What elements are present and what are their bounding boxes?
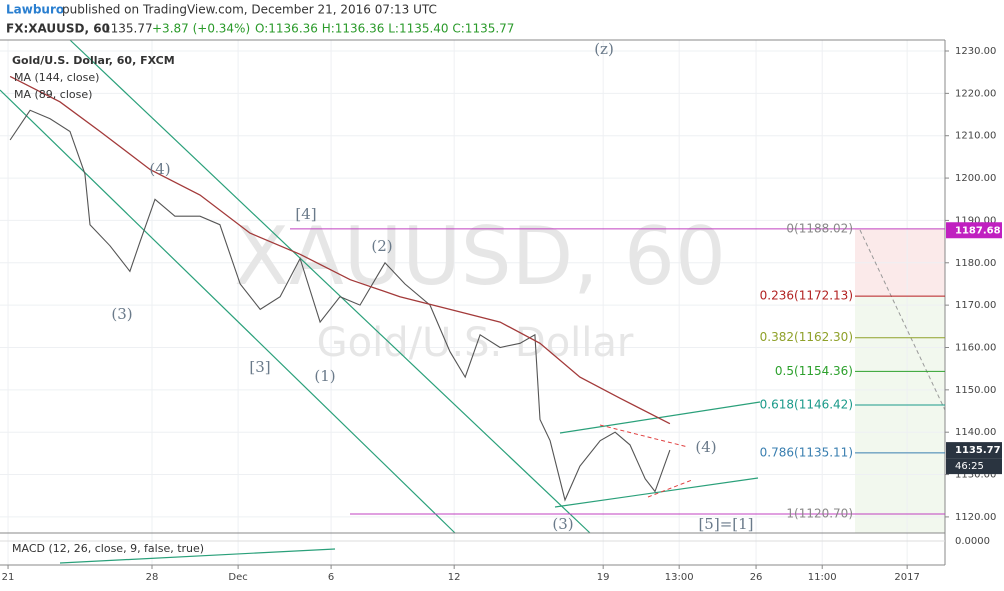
y-tick-label: 1120.00 — [955, 512, 996, 523]
grid — [0, 40, 945, 565]
fib-label: 0.5(1154.36) — [775, 364, 853, 378]
wave-label: (4) — [149, 160, 170, 178]
chart-title: Gold/U.S. Dollar, 60, FXCM — [12, 54, 175, 67]
countdown-box — [946, 458, 1002, 475]
series-line — [9, 75, 671, 425]
wave-label: [5]=[1] — [698, 515, 753, 533]
change: +3.87 (+0.34%) — [152, 22, 250, 36]
wave-label: (2) — [371, 237, 392, 255]
x-tick-label: 19 — [597, 572, 610, 583]
macd-title: MACD (12, 26, close, 9, false, true) — [12, 542, 204, 555]
author[interactable]: Lawburo — [6, 3, 64, 17]
watermark: XAUUSD, 60 — [234, 210, 726, 303]
price-label: 1187.68 — [955, 225, 1001, 236]
y-tick-label: 1140.00 — [955, 427, 996, 438]
y-tick-label: 1210.00 — [955, 131, 996, 142]
x-tick-label: 26 — [750, 572, 763, 583]
published: published on TradingView.com, December 2… — [62, 3, 437, 17]
y-tick-label: 1160.00 — [955, 342, 996, 353]
y-tick-label: 1150.00 — [955, 385, 996, 396]
wave-label: [4] — [295, 205, 316, 223]
last: 1135.77 — [103, 22, 153, 36]
wave-label: (1) — [314, 367, 335, 385]
symbol: FX:XAUUSD, 60 — [6, 22, 110, 36]
wave-label: (4) — [695, 438, 716, 456]
wave-label: (3) — [552, 515, 573, 533]
macd-zero-label: 0.0000 — [955, 536, 990, 547]
y-tick-label: 1200.00 — [955, 173, 996, 184]
countdown: 46:25 — [955, 461, 984, 472]
fib-label: 1(1120.70) — [786, 506, 853, 520]
price-label: 1135.77 — [955, 445, 1001, 456]
x-tick-label: 12 — [448, 572, 461, 583]
x-tick-label: 11:00 — [808, 572, 837, 583]
y-tick-label: 1180.00 — [955, 258, 996, 269]
wave-label: (z) — [594, 40, 614, 58]
x-tick-label: 28 — [146, 572, 159, 583]
y-tick-label: 1220.00 — [955, 88, 996, 99]
projection — [859, 229, 946, 411]
y-tick-label: 1190.00 — [955, 215, 996, 226]
series-line — [9, 109, 671, 502]
y-tick-label: 1130.00 — [955, 470, 996, 481]
watermark-sub: Gold/U.S. Dollar — [317, 320, 634, 366]
ohlc: O:1136.36 H:1136.36 L:1135.40 C:1135.77 — [255, 22, 514, 36]
x-tick-label: 6 — [328, 572, 334, 583]
channel — [0, 39, 761, 564]
fib-label: 0.236(1172.13) — [760, 289, 853, 303]
price-box — [946, 222, 1002, 239]
x-tick-label: 2017 — [894, 572, 919, 583]
wave-label: [3] — [249, 358, 270, 376]
price-box — [946, 442, 1002, 459]
fib-zone — [855, 297, 945, 533]
fib-label: 0.618(1146.42) — [760, 398, 853, 412]
y-tick-label: 1230.00 — [955, 46, 996, 57]
wave-lines — [599, 424, 693, 498]
y-tick-label: 1170.00 — [955, 300, 996, 311]
wave-label: (3) — [111, 305, 132, 323]
legend-entry: MA (89, close) — [14, 88, 92, 101]
x-tick-label: 13:00 — [665, 572, 694, 583]
x-tick-label: Dec — [228, 572, 247, 583]
fib-label: 0.382(1162.30) — [760, 330, 853, 344]
legend-entry: MA (144, close) — [14, 71, 99, 84]
fib-label: 0(1188.02) — [786, 221, 853, 235]
fib-label: 0.786(1135.11) — [760, 445, 853, 459]
x-tick-label: 21 — [2, 572, 15, 583]
